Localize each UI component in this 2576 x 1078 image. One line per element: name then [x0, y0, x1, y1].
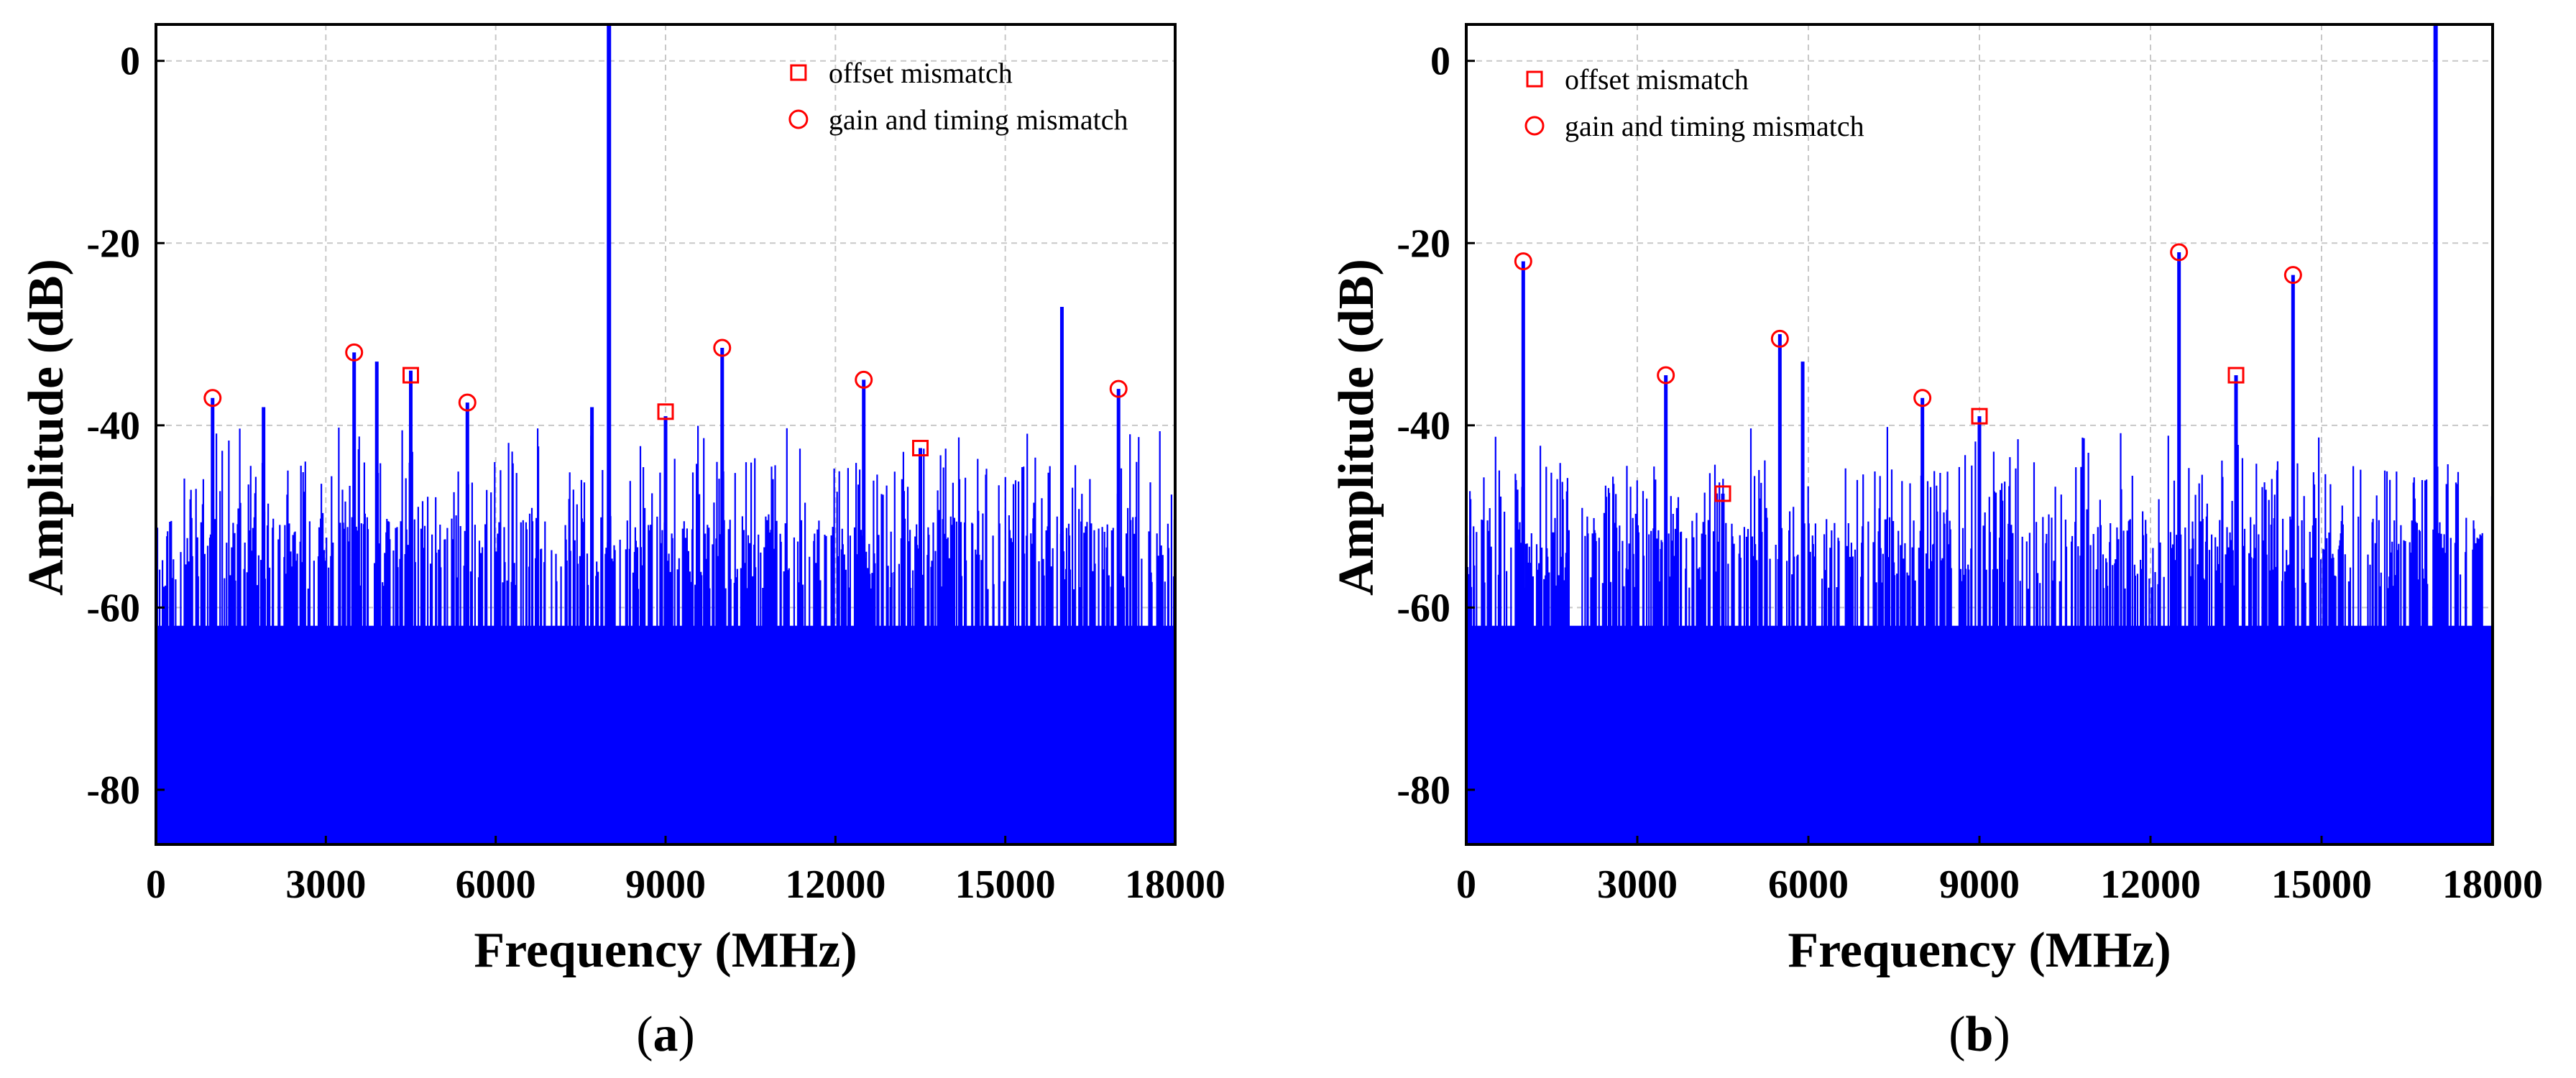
legend-label: offset mismatch [829, 57, 1013, 89]
x-tick-label: 18000 [2442, 862, 2543, 907]
y-tick-label: 0 [120, 40, 140, 84]
legend-label: gain and timing mismatch [829, 103, 1128, 136]
chart-panel-a: 0 -20 -40 -60 -80 0 3000 6000 9000 12000 15000 1800… [19, 23, 1225, 1062]
offset-mismatch-marker [1971, 407, 1988, 425]
y-axis-label: Amplitude (dB) [19, 259, 74, 596]
x-axis-label: Frequency (MHz) [474, 923, 857, 978]
gain-timing-mismatch-marker [1657, 366, 1675, 384]
gain-timing-mismatch-marker [2283, 266, 2302, 285]
x-tick-label: 6000 [456, 862, 536, 907]
x-tick-label: 3000 [285, 862, 366, 907]
legend-label: offset mismatch [1565, 63, 1749, 96]
x-axis-label: Frequency (MHz) [1788, 923, 2171, 978]
y-axis-label: Amplitude (dB) [1329, 259, 1384, 596]
panel-label: (b) [1949, 1007, 2010, 1062]
y-tick-label: 0 [1430, 40, 1450, 84]
y-tick-label: -80 [86, 768, 140, 813]
gain-timing-mismatch-marker [2170, 243, 2189, 262]
x-tick-label: 0 [146, 862, 166, 907]
gain-timing-mismatch-marker [713, 338, 732, 357]
gain-timing-mismatch-marker [1913, 389, 1932, 407]
y-tick-label: -20 [86, 221, 140, 266]
legend-circle-icon [788, 109, 809, 129]
x-tick-label: 6000 [1768, 862, 1849, 907]
chart-panel-b: 0 -20 -40 -60 -80 0 3000 6000 9000 12000 15000 1800… [1329, 23, 2543, 1062]
panel-label: (a) [636, 1007, 695, 1062]
offset-mismatch-marker [1714, 485, 1731, 502]
gain-timing-mismatch-marker [345, 343, 364, 361]
x-tick-label: 15000 [955, 862, 1056, 907]
x-tick-label: 18000 [1125, 862, 1225, 907]
x-tick-label: 9000 [1939, 862, 2020, 907]
y-tick-label: -40 [1397, 404, 1450, 448]
gain-timing-mismatch-marker [855, 370, 873, 389]
gain-timing-mismatch-marker [1109, 379, 1128, 398]
y-tick-label: -60 [86, 586, 140, 630]
offset-mismatch-marker [402, 367, 419, 384]
y-tick-label: -20 [1397, 221, 1450, 266]
x-tick-label: 12000 [785, 862, 886, 907]
offset-mismatch-marker [2227, 367, 2245, 384]
offset-mismatch-marker [657, 403, 674, 420]
x-tick-label: 9000 [625, 862, 706, 907]
x-tick-label: 12000 [2100, 862, 2201, 907]
x-tick-label: 3000 [1597, 862, 1678, 907]
legend-label: gain and timing mismatch [1565, 110, 1864, 142]
gain-timing-mismatch-marker [458, 393, 477, 412]
legend-square-icon [1526, 70, 1543, 88]
gain-timing-mismatch-marker [1770, 329, 1789, 348]
gain-timing-mismatch-marker [1514, 252, 1532, 271]
x-tick-label: 0 [1456, 862, 1476, 907]
legend-square-icon [790, 64, 807, 81]
y-tick-label: -80 [1397, 768, 1450, 813]
y-tick-label: -60 [1397, 586, 1450, 630]
x-tick-label: 15000 [2271, 862, 2372, 907]
y-tick-label: -40 [86, 404, 140, 448]
legend-circle-icon [1524, 116, 1545, 136]
offset-mismatch-marker [912, 440, 929, 457]
gain-timing-mismatch-marker [203, 389, 222, 407]
